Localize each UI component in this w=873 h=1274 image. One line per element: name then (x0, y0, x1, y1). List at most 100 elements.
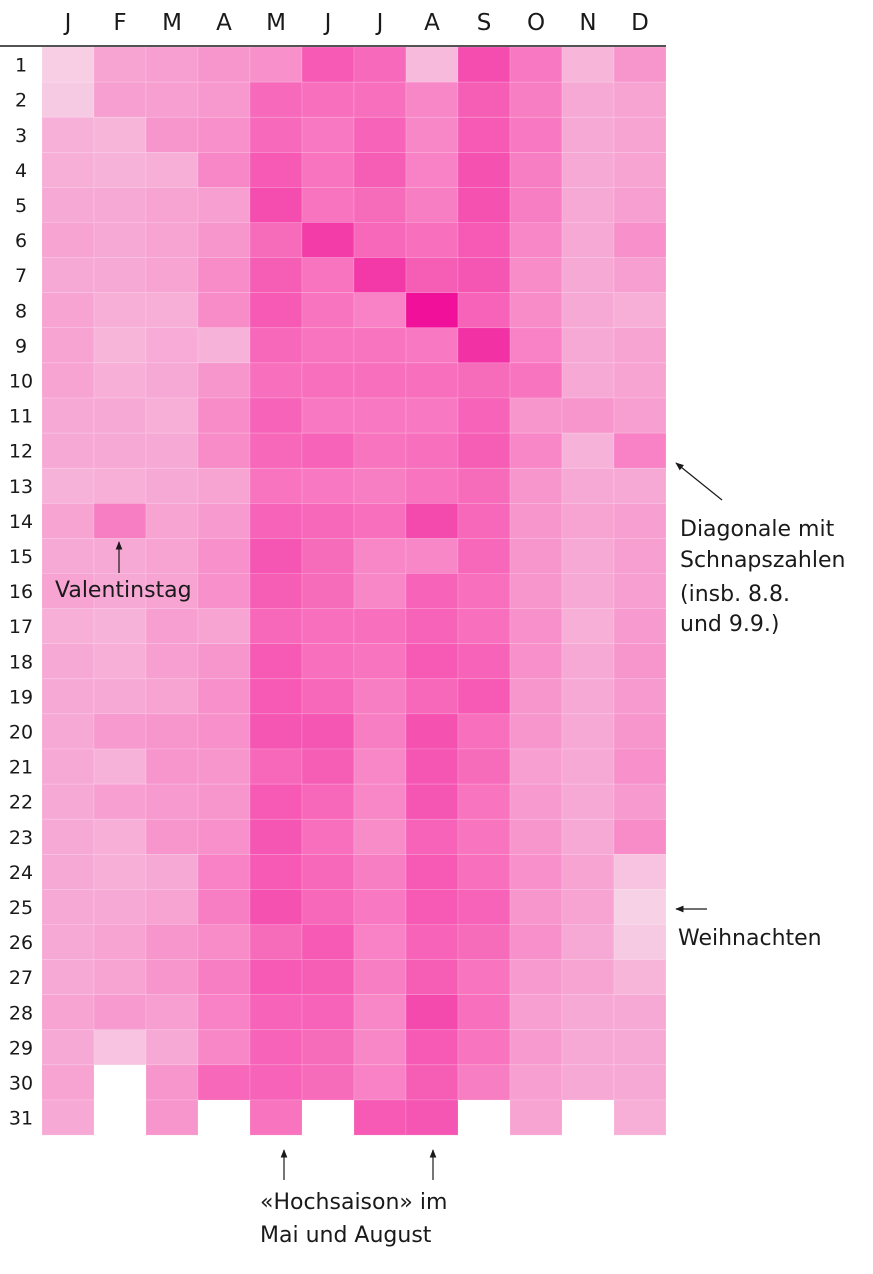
day-tick-label: 12 (9, 441, 33, 463)
heatmap-cell (457, 327, 511, 364)
day-tick-label: 5 (15, 195, 27, 217)
heatmap-cell (509, 994, 563, 1031)
heatmap-cell (145, 818, 199, 855)
heatmap-cell (509, 713, 563, 750)
heatmap-cell (249, 397, 303, 434)
heatmap-cell (353, 397, 407, 434)
heatmap-cell (301, 924, 355, 960)
heatmap-cell (405, 748, 459, 785)
heatmap-cell (249, 502, 303, 539)
heatmap-cell (561, 187, 615, 223)
heatmap-cell (561, 748, 615, 785)
heatmap-cell (301, 397, 355, 434)
heatmap-cell (561, 46, 615, 83)
heatmap-cell (301, 678, 355, 715)
heatmap-cell (509, 187, 563, 223)
heatmap-cell (457, 643, 511, 680)
month-tick-label: J (323, 10, 332, 36)
heatmap-cell (561, 81, 615, 118)
heatmap-cell (301, 292, 355, 329)
heatmap-cell (353, 1099, 407, 1136)
day-tick-label: 9 (15, 335, 27, 357)
heatmap-cell (93, 678, 147, 715)
heatmap-cell (353, 222, 407, 258)
day-tick-label: 24 (9, 862, 33, 884)
heatmap-cell (405, 608, 459, 644)
heatmap-cell (197, 608, 251, 644)
heatmap-cell (301, 853, 355, 890)
heatmap-cell (93, 397, 147, 434)
heatmap-cell (613, 362, 667, 399)
heatmap-cell (353, 362, 407, 399)
heatmap-cell (249, 432, 303, 469)
heatmap-cell (353, 713, 407, 750)
heatmap-cell (249, 783, 303, 820)
heatmap-cell (197, 1064, 251, 1101)
day-tick-label: 13 (9, 476, 33, 498)
heatmap-cell (405, 152, 459, 188)
heatmap-cell (561, 257, 615, 294)
heatmap-cell (561, 432, 615, 469)
heatmap-cell (197, 678, 251, 715)
heatmap-cell (613, 1064, 667, 1101)
heatmap-cell (93, 46, 147, 83)
heatmap-cell (301, 713, 355, 750)
heatmap-cell (561, 152, 615, 188)
heatmap-cell (405, 678, 459, 715)
heatmap-cell (613, 643, 667, 680)
heatmap-cell (249, 222, 303, 258)
heatmap-cell (353, 257, 407, 294)
heatmap-cell (145, 81, 199, 118)
heatmap-cell (457, 1064, 511, 1101)
heatmap-cell (41, 853, 95, 890)
heatmap-cell (353, 502, 407, 539)
heatmap-cell (353, 783, 407, 820)
heatmap-cell (249, 1064, 303, 1101)
day-tick-label: 28 (9, 1002, 33, 1024)
heatmap-cell (145, 573, 199, 609)
heatmap-cell (145, 538, 199, 574)
heatmap-cell (197, 222, 251, 258)
heatmap-cell (561, 994, 615, 1031)
heatmap-cell (301, 1029, 355, 1066)
heatmap-cell (561, 818, 615, 855)
heatmap-cell (561, 538, 615, 574)
heatmap-cell (249, 573, 303, 609)
heatmap-cell (405, 818, 459, 855)
heatmap-cell (41, 959, 95, 995)
heatmap-cell (41, 678, 95, 715)
heatmap-cell (509, 1099, 563, 1136)
heatmap-cell (353, 327, 407, 364)
heatmap-cell (93, 889, 147, 925)
heatmap-cell (249, 467, 303, 504)
heatmap-cell (457, 783, 511, 820)
heatmap-cell (93, 643, 147, 680)
heatmap-cell (509, 818, 563, 855)
heatmap-cell (561, 643, 615, 680)
heatmap-cell (613, 959, 667, 995)
heatmap-cell (41, 748, 95, 785)
heatmap-cell (613, 81, 667, 118)
heatmap-cell (405, 257, 459, 294)
heatmap-cell (509, 573, 563, 609)
heatmap-cell (457, 889, 511, 925)
heatmap-cell (93, 222, 147, 258)
heatmap-cell (353, 46, 407, 83)
heatmap-cell (249, 46, 303, 83)
heatmap-cell (93, 257, 147, 294)
heatmap-cell (93, 1029, 147, 1066)
heatmap-cell (249, 748, 303, 785)
heatmap-cell (145, 327, 199, 364)
heatmap-cell (93, 959, 147, 995)
heatmap-cell (93, 327, 147, 364)
heatmap-cell (613, 818, 667, 855)
heatmap-cell (197, 538, 251, 574)
heatmap-cell (197, 748, 251, 785)
season-label-2: Mai und August (260, 1223, 432, 1248)
heatmap-cell (613, 467, 667, 504)
heatmap-cell (41, 994, 95, 1031)
heatmap-cell (249, 818, 303, 855)
heatmap-cell (249, 116, 303, 153)
